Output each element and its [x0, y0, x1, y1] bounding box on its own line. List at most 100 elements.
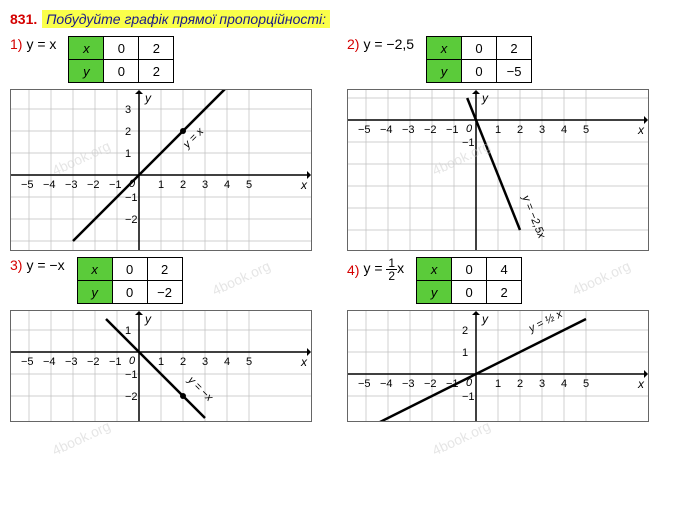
svg-text:−2: −2: [87, 179, 100, 191]
svg-text:−1: −1: [446, 124, 459, 136]
item-1-num: 1): [10, 36, 22, 52]
svg-text:1: 1: [158, 356, 164, 368]
svg-text:2: 2: [517, 378, 523, 390]
problem-title: Побудуйте графік прямої пропорційності:: [42, 10, 330, 28]
svg-text:0: 0: [466, 123, 473, 135]
svg-text:3: 3: [202, 179, 208, 191]
watermark: 4book.org: [50, 418, 113, 459]
table-header-y: y: [69, 60, 104, 83]
svg-text:−4: −4: [380, 124, 393, 136]
svg-text:1: 1: [125, 148, 131, 160]
item-2-table: x 0 2 y 0 −5: [426, 36, 532, 83]
item-4-table: x 0 4 y 0 2: [416, 257, 522, 304]
table-header-x: x: [77, 258, 112, 281]
svg-text:4: 4: [561, 378, 567, 390]
page-root: 831. Побудуйте графік прямої пропорційно…: [10, 10, 685, 422]
svg-text:−2: −2: [87, 356, 100, 368]
table-cell: −2: [147, 281, 182, 304]
svg-text:3: 3: [202, 356, 208, 368]
svg-text:−1: −1: [462, 137, 475, 149]
table-cell: 2: [139, 60, 174, 83]
svg-text:−3: −3: [402, 124, 415, 136]
svg-text:1: 1: [462, 347, 468, 359]
svg-text:−5: −5: [358, 378, 371, 390]
item-3-eq: y = −x: [26, 257, 64, 273]
table-cell: 0: [452, 258, 487, 281]
item-2-eq: y = −2,5: [363, 36, 414, 52]
item-4-header: 4) y = 12x x 0 4 y 0 2: [347, 257, 684, 304]
table-header-x: x: [417, 258, 452, 281]
svg-text:y: y: [481, 91, 489, 105]
item-2-graph: xy0−5−4−3−2−112345−1y = −2,5x: [347, 89, 649, 251]
table-cell: 0: [104, 37, 139, 60]
svg-text:5: 5: [246, 179, 252, 191]
svg-text:2: 2: [517, 124, 523, 136]
svg-text:−1: −1: [125, 369, 138, 381]
item-1-table: x 0 2 y 0 2: [68, 36, 174, 83]
svg-text:3: 3: [539, 378, 545, 390]
svg-text:−5: −5: [21, 356, 34, 368]
svg-text:x: x: [637, 377, 645, 391]
svg-text:4: 4: [224, 179, 230, 191]
svg-text:1: 1: [495, 124, 501, 136]
table-cell: 2: [147, 258, 182, 281]
table-header-y: y: [417, 281, 452, 304]
svg-text:y: y: [144, 91, 152, 105]
item-4-eq: y = 12x: [363, 257, 404, 282]
svg-text:2: 2: [125, 126, 131, 138]
table-cell: 2: [487, 281, 522, 304]
table-header-x: x: [427, 37, 462, 60]
problem-header: 831. Побудуйте графік прямої пропорційно…: [10, 10, 685, 28]
item-1-graph: xy0−5−4−3−2−112345−2−1123y = x: [10, 89, 312, 251]
graph-row-top: xy0−5−4−3−2−112345−2−1123y = x xy0−5−4−3…: [10, 89, 685, 251]
svg-text:4: 4: [224, 356, 230, 368]
svg-text:y = −x: y = −x: [185, 374, 216, 405]
item-4-num: 4): [347, 262, 359, 278]
watermark: 4book.org: [430, 418, 493, 459]
svg-text:−1: −1: [462, 391, 475, 403]
svg-text:−3: −3: [65, 356, 78, 368]
item-1-graph-wrap: xy0−5−4−3−2−112345−2−1123y = x: [10, 89, 347, 251]
table-cell: 2: [139, 37, 174, 60]
item-3-table: x 0 2 y 0 −2: [77, 257, 183, 304]
table-cell: 0: [462, 60, 497, 83]
svg-text:x: x: [300, 178, 308, 192]
svg-text:−3: −3: [402, 378, 415, 390]
table-header-y: y: [77, 281, 112, 304]
table-cell: −5: [497, 60, 532, 83]
table-cell: 2: [497, 37, 532, 60]
item-1-eq: y = x: [26, 36, 56, 52]
table-cell: 0: [462, 37, 497, 60]
svg-text:y = −2,5x: y = −2,5x: [519, 193, 548, 241]
svg-text:2: 2: [180, 356, 186, 368]
svg-text:−1: −1: [109, 179, 122, 191]
svg-text:1: 1: [158, 179, 164, 191]
item-1-header: 1) y = x x 0 2 y 0 2: [10, 36, 347, 83]
svg-text:−4: −4: [380, 378, 393, 390]
svg-text:4: 4: [561, 124, 567, 136]
svg-text:−1: −1: [125, 192, 138, 204]
table-cell: 0: [452, 281, 487, 304]
svg-text:2: 2: [180, 179, 186, 191]
svg-text:2: 2: [462, 325, 468, 337]
svg-text:3: 3: [125, 104, 131, 116]
svg-text:1: 1: [495, 378, 501, 390]
svg-text:−3: −3: [65, 179, 78, 191]
svg-text:x: x: [637, 123, 645, 137]
svg-text:5: 5: [583, 378, 589, 390]
item-3-num: 3): [10, 257, 22, 273]
svg-text:−2: −2: [125, 214, 138, 226]
svg-text:x: x: [300, 355, 308, 369]
item-3-graph: xy0−5−4−3−2−112345−2−11y = −x: [10, 310, 312, 422]
svg-text:1: 1: [125, 325, 131, 337]
item-4-graph: xy0−5−4−3−2−112345−112y = ½ x: [347, 310, 649, 422]
table-header-x: x: [69, 37, 104, 60]
item-2-num: 2): [347, 36, 359, 52]
graph-row-bottom: xy0−5−4−3−2−112345−2−11y = −x xy0−5−4−3−…: [10, 310, 685, 422]
svg-text:−2: −2: [125, 391, 138, 403]
eq-row-top: 1) y = x x 0 2 y 0 2 2) y = −2,5 x 0: [10, 36, 685, 83]
table-cell: 0: [112, 281, 147, 304]
table-cell: 4: [487, 258, 522, 281]
table-header-y: y: [427, 60, 462, 83]
svg-text:−5: −5: [21, 179, 34, 191]
